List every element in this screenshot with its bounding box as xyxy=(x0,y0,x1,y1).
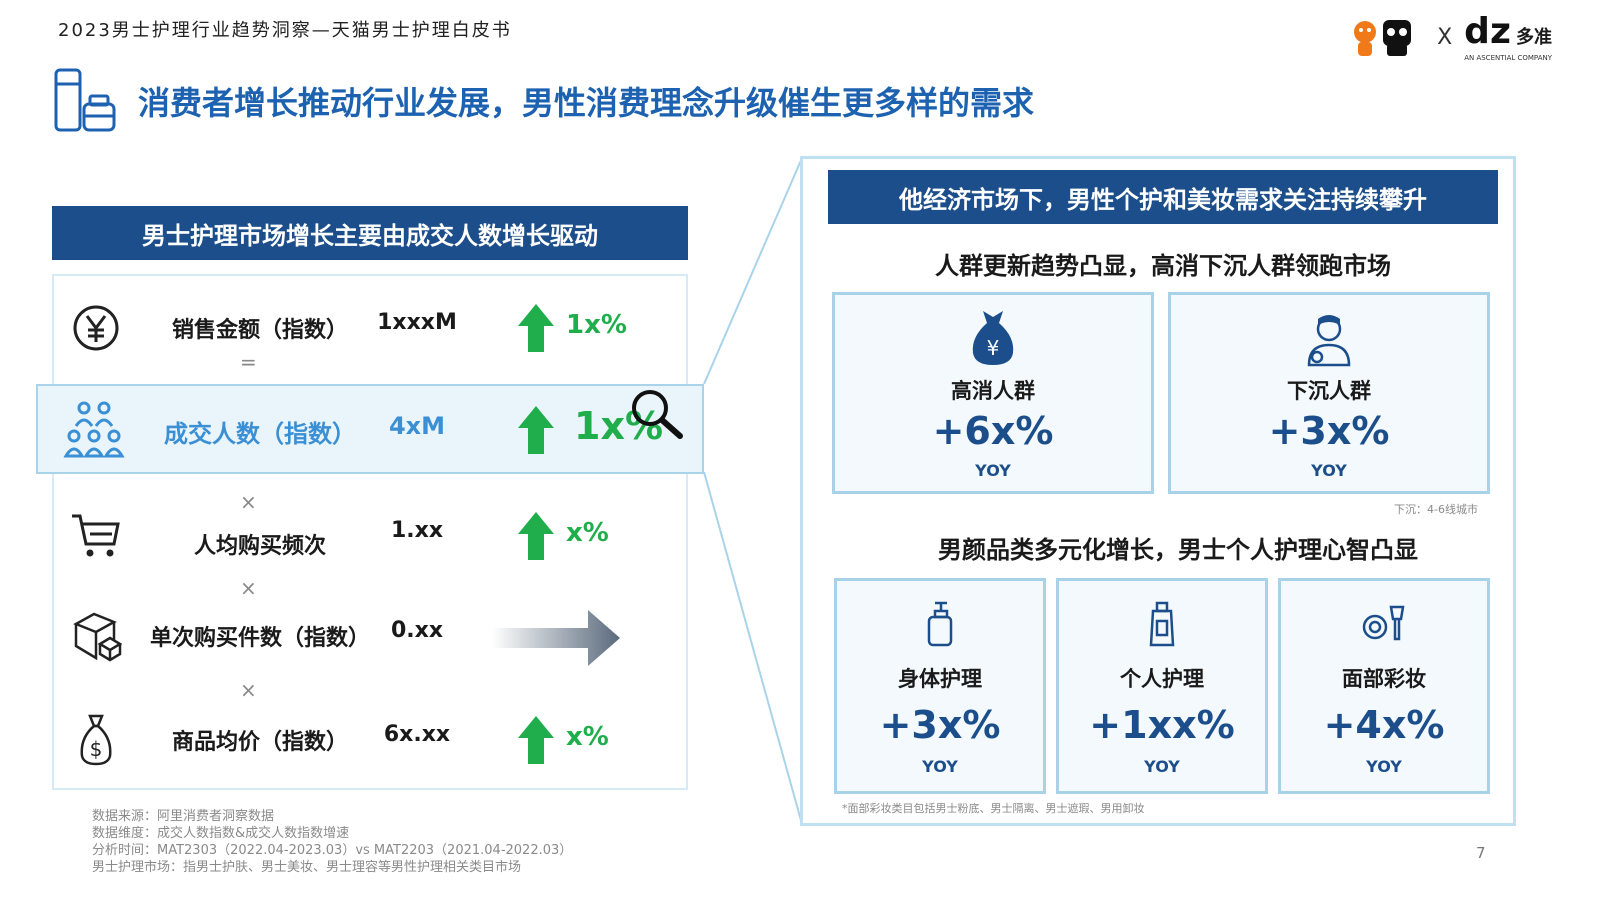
up-arrow-icon xyxy=(518,406,554,454)
footnote-makeup: *面部彩妆类目包括男士粉底、男士隔离、男士遮瑕、男用卸妆 xyxy=(842,802,1145,815)
metric-label: 单次购买件数（指数） xyxy=(149,626,370,651)
card-name: 面部彩妆 xyxy=(1342,667,1426,691)
card-yoy: YOY xyxy=(922,757,958,776)
metric-value: 1xxxM xyxy=(377,310,457,335)
right-banner: 他经济市场下，男性个护和美妆需求关注持续攀升 xyxy=(828,170,1498,224)
card-name: 身体护理 xyxy=(898,667,982,691)
dz-logo-cn: 多准 xyxy=(1516,27,1552,48)
card-lower-tier: 下沉人群 +3x% YOY xyxy=(1168,292,1490,494)
card-yoy: YOY xyxy=(1144,757,1180,776)
source-line: 分析时间：MAT2303（2022.04-2023.03）vs MAT2203（… xyxy=(92,843,573,858)
metric-change: x% xyxy=(566,722,609,752)
people-group-icon xyxy=(63,401,125,458)
skincare-products-icon xyxy=(54,68,116,132)
metric-value: 1.xx xyxy=(390,518,444,543)
pump-bottle-icon xyxy=(927,601,953,647)
metric-value: 0.xx xyxy=(390,618,444,643)
makeup-brush-icon xyxy=(1362,605,1405,641)
card-name: 高消人群 xyxy=(951,379,1035,403)
svg-text:¥: ¥ xyxy=(987,336,1000,360)
metric-label: 人均购买频次 xyxy=(193,534,326,559)
up-arrow-icon xyxy=(518,716,554,764)
report-title: 2023男士护理行业趋势洞察—天猫男士护理白皮书 xyxy=(58,20,512,41)
metric-row-frequency: 人均购买频次 1.xx x% xyxy=(60,506,680,566)
box-icon xyxy=(73,612,122,662)
multiply-operator: × xyxy=(240,576,257,600)
multiply-operator: × xyxy=(240,490,257,514)
card-value: +1xx% xyxy=(1089,703,1235,747)
metric-label: 销售金额（指数） xyxy=(171,318,348,343)
card-value: +6x% xyxy=(932,409,1054,453)
source-line: 数据来源：阿里消费者洞察数据 xyxy=(92,809,275,824)
money-bag-icon: $ xyxy=(80,714,112,766)
footnote-lower-tier: 下沉：4-6线城市 xyxy=(1394,503,1478,516)
source-notes: 数据来源：阿里消费者洞察数据 数据维度：成交人数指数&成交人数指数增速 分析时间… xyxy=(92,808,572,876)
metric-change: 1x% xyxy=(566,310,627,340)
dz-logo-subtitle: AN ASCENTIAL COMPANY xyxy=(1464,54,1552,62)
card-value: +3x% xyxy=(1268,409,1390,453)
metric-label: 成交人数（指数） xyxy=(164,420,356,448)
metric-row-sales: 销售金额（指数） 1xxxM 1x% xyxy=(60,298,680,358)
shopping-cart-icon xyxy=(72,514,120,557)
highlight-band xyxy=(36,384,704,474)
card-value: +3x% xyxy=(879,703,1001,747)
partner-logos: X dz 多准 AN ASCENTIAL COMPANY xyxy=(1349,11,1552,63)
source-line: 男士护理市场：指男士护肤、男士美妆、男士理容等男性护理相关类目市场 xyxy=(92,860,522,875)
svg-text:$: $ xyxy=(90,737,103,761)
metric-change: 1x% xyxy=(574,404,664,448)
card-yoy: YOY xyxy=(975,461,1011,480)
page-number: 7 xyxy=(1476,844,1486,862)
person-icon xyxy=(1307,315,1351,367)
metric-change: x% xyxy=(566,518,609,548)
left-banner: 男士护理市场增长主要由成交人数增长驱动 xyxy=(52,206,688,260)
source-line: 数据维度：成交人数指数&成交人数指数增速 xyxy=(92,826,350,841)
equals-operator: = xyxy=(240,350,257,374)
card-name: 下沉人群 xyxy=(1287,379,1371,403)
tmall-mascot-logo xyxy=(1354,20,1412,56)
zoom-connector xyxy=(703,157,803,825)
spray-bottle-icon xyxy=(1149,601,1175,647)
metric-value: 4xM xyxy=(388,412,446,440)
card-value: +4x% xyxy=(1323,703,1445,747)
magnifier-icon xyxy=(632,390,683,439)
up-arrow-icon xyxy=(518,304,554,352)
money-bag-icon: ¥ xyxy=(972,311,1014,365)
section-title-audience: 人群更新趋势凸显，高消下沉人群领跑市场 xyxy=(935,252,1391,280)
metric-label: 商品均价（指数） xyxy=(171,730,348,755)
metric-row-items-per-order: 单次购买件数（指数） 0.xx xyxy=(60,606,680,666)
card-name: 个人护理 xyxy=(1120,667,1204,691)
card-personal-care: 个人护理 +1xx% YOY xyxy=(1056,578,1268,794)
logo-separator: X xyxy=(1437,24,1453,50)
card-yoy: YOY xyxy=(1366,757,1402,776)
metric-value: 6x.xx xyxy=(383,722,451,747)
card-high-spending: ¥ 高消人群 +6x% YOY xyxy=(832,292,1154,494)
right-panel xyxy=(800,156,1516,826)
dz-logo: dz 多准 AN ASCENTIAL COMPANY xyxy=(1464,11,1552,63)
card-face-makeup: 面部彩妆 +4x% YOY xyxy=(1278,578,1490,794)
up-arrow-icon xyxy=(518,512,554,560)
card-yoy: YOY xyxy=(1311,461,1347,480)
page-headline: 消费者增长推动行业发展，男性消费理念升级催生更多样的需求 xyxy=(138,84,1035,122)
yen-coin-icon xyxy=(73,305,119,351)
card-body-care: 身体护理 +3x% YOY xyxy=(834,578,1046,794)
metric-row-avg-price: $ 商品均价（指数） 6x.xx x% xyxy=(60,710,680,770)
dz-logo-mark: dz xyxy=(1464,11,1511,52)
flat-trend-arrow-icon xyxy=(492,610,620,666)
section-title-category: 男颜品类多元化增长，男士个人护理心智凸显 xyxy=(938,536,1418,564)
metrics-box xyxy=(52,274,688,790)
multiply-operator: × xyxy=(240,678,257,702)
metric-row-buyers: 成交人数（指数） 4xM 1x% xyxy=(60,400,680,460)
